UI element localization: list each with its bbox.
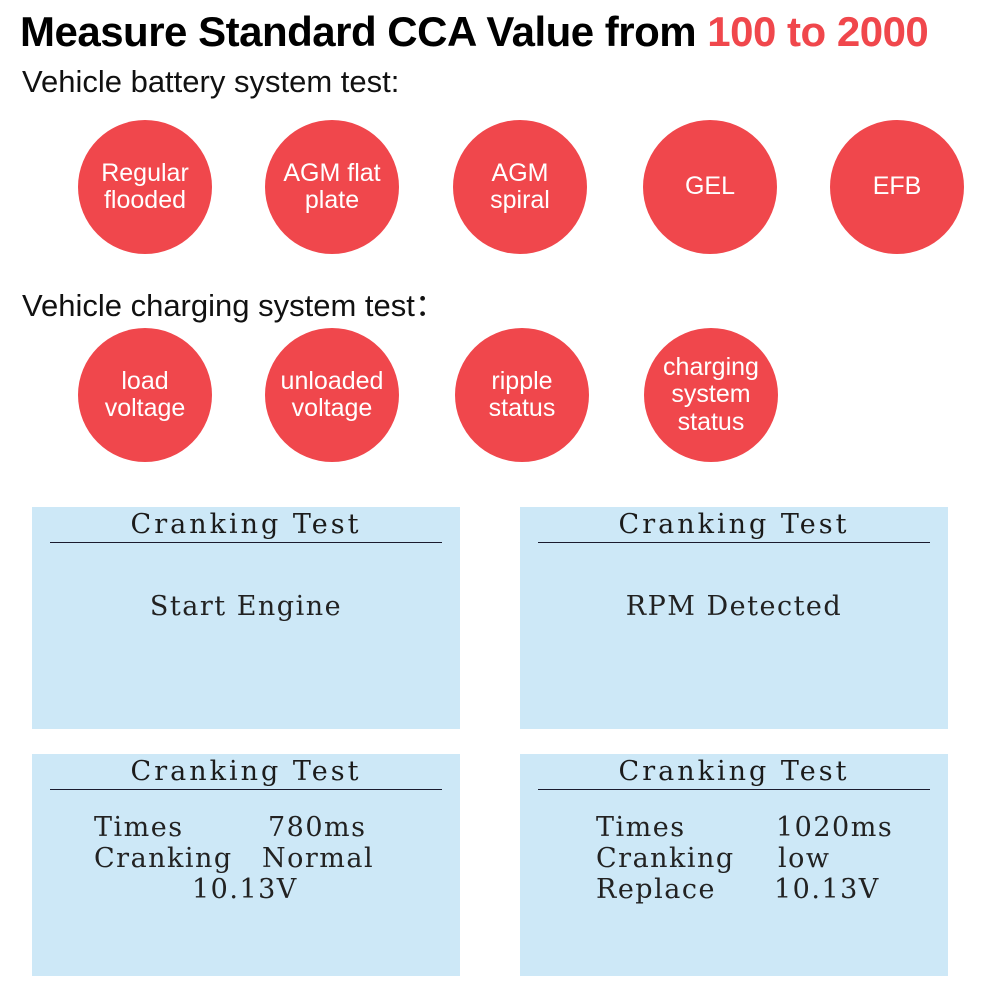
battery-type-agm-spiral: AGM spiral [453, 120, 587, 254]
lcd-message: Start Engine [149, 591, 343, 622]
battery-type-regular-flooded: Regular flooded [78, 120, 212, 254]
battery-section-label: Vehicle battery system test: [22, 64, 400, 99]
cranking-label: Cranking [94, 843, 233, 874]
cranking-label: Cranking [596, 843, 735, 874]
battery-type-efb: EFB [830, 120, 964, 254]
times-value: 780ms [268, 812, 367, 843]
charging-test-load-voltage: load voltage [78, 328, 212, 462]
cranking-value: Normal [262, 843, 375, 874]
lcd-title: Cranking Test [618, 756, 850, 787]
headline-prefix: Measure Standard CCA Value from [20, 8, 708, 55]
times-label: Times [596, 812, 686, 843]
times-label: Times [94, 812, 184, 843]
cranking-value: low [778, 843, 831, 874]
lcd-title: Cranking Test [130, 509, 362, 540]
lcd-title: Cranking Test [130, 756, 362, 787]
battery-type-agm-flat-plate: AGM flat plate [265, 120, 399, 254]
lcd-divider [538, 542, 930, 543]
charging-test-ripple-status: ripple status [455, 328, 589, 462]
charging-test-charging-system-status: charging system status [644, 328, 778, 462]
voltage-value: 10.13V [774, 874, 880, 905]
charging-section-label: Vehicle charging system test： [22, 288, 446, 323]
headline-cca-range: 100 to 2000 [707, 8, 929, 55]
lcd-divider [538, 789, 930, 790]
lcd-screen-rpm-detected: Cranking Test RPM Detected [520, 507, 948, 729]
lcd-screen-cranking-normal: Cranking Test Times 780ms Cranking Norma… [32, 754, 460, 976]
lcd-screen-cranking-low: Cranking Test Times 1020ms Cranking low … [520, 754, 948, 976]
lcd-message: RPM Detected [625, 591, 843, 622]
replace-label: Replace [596, 874, 716, 905]
battery-type-gel: GEL [643, 120, 777, 254]
lcd-divider [50, 542, 442, 543]
lcd-screen-start-engine: Cranking Test Start Engine [32, 507, 460, 729]
headline: Measure Standard CCA Value from 100 to 2… [20, 8, 929, 56]
times-value: 1020ms [776, 812, 894, 843]
voltage-value: 10.13V [192, 874, 298, 905]
charging-test-unloaded-voltage: unloaded voltage [265, 328, 399, 462]
lcd-title: Cranking Test [618, 509, 850, 540]
lcd-divider [50, 789, 442, 790]
